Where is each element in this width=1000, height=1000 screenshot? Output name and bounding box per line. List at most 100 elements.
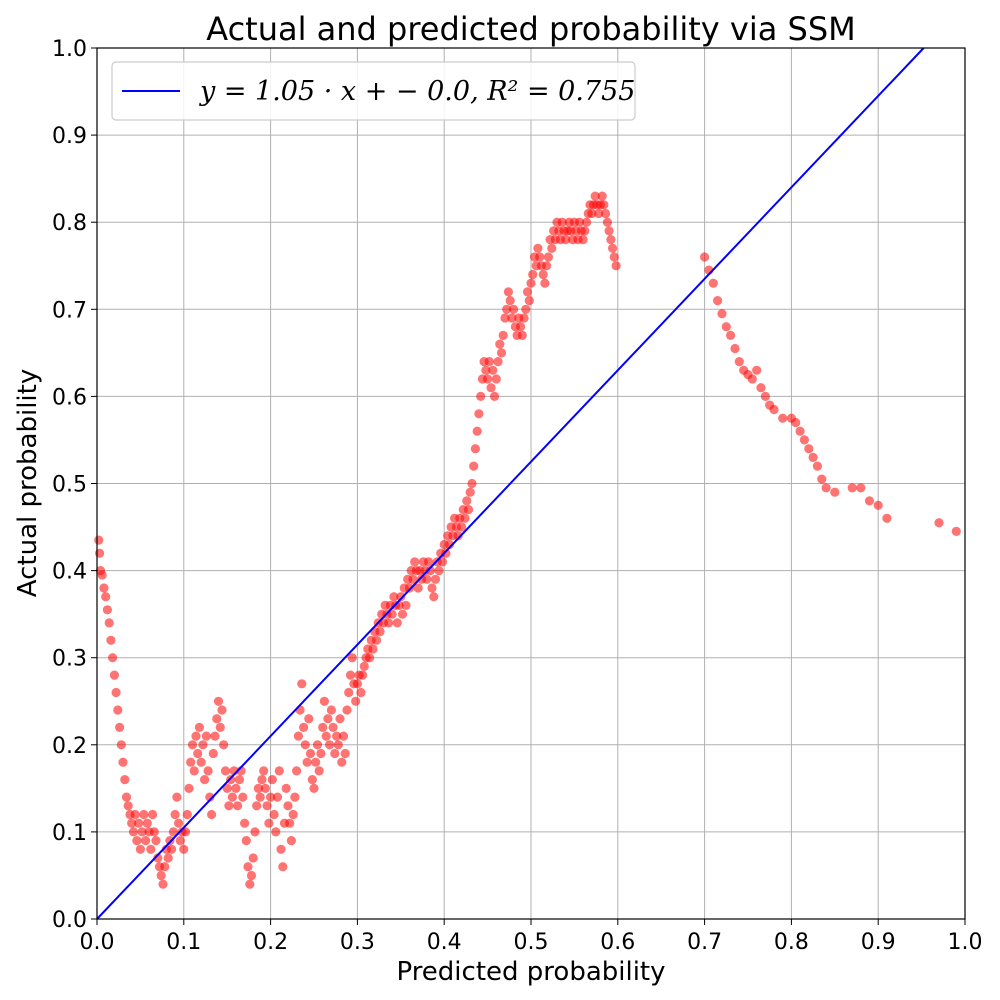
data-point <box>606 235 616 245</box>
data-point <box>356 687 366 698</box>
data-point <box>401 600 411 611</box>
data-point <box>496 348 507 358</box>
data-point <box>476 391 486 401</box>
data-point <box>338 731 349 741</box>
x-tick-label: 0.0 <box>80 930 115 955</box>
data-point <box>730 343 740 354</box>
legend-label: y = 1.05 · x + − 0.0, R² = 0.755 <box>199 76 635 107</box>
data-point <box>111 687 121 698</box>
data-point <box>325 740 335 750</box>
x-tick-label: 0.4 <box>427 930 462 955</box>
data-point <box>422 574 432 584</box>
y-tick-label: 0.8 <box>52 211 87 236</box>
data-point <box>472 426 482 436</box>
data-point <box>227 792 237 802</box>
data-point <box>121 792 132 802</box>
data-point <box>276 844 286 854</box>
data-point <box>311 757 321 767</box>
data-point <box>580 226 590 236</box>
data-point <box>293 731 303 741</box>
y-ticks: 0.0 0.1 0.2 0.3 0.4 0.5 0.6 0.7 0.8 0.9 1.0 <box>52 37 97 933</box>
data-point <box>335 714 345 724</box>
data-point <box>295 705 305 715</box>
data-point <box>505 296 515 306</box>
data-point <box>255 792 265 802</box>
data-point <box>519 313 529 323</box>
data-point <box>292 766 302 776</box>
data-point <box>262 801 272 811</box>
data-point <box>375 627 385 637</box>
data-point <box>234 775 244 785</box>
data-point <box>149 827 159 837</box>
data-point <box>163 853 173 863</box>
data-point <box>795 426 805 436</box>
data-point <box>132 836 142 846</box>
data-point <box>821 483 831 493</box>
data-point <box>444 539 454 550</box>
x-tick-label: 1.0 <box>948 930 983 955</box>
data-point <box>396 592 406 602</box>
data-point <box>220 766 231 776</box>
data-point <box>175 836 185 846</box>
data-point <box>524 296 534 306</box>
data-point <box>347 653 357 663</box>
data-point <box>139 809 149 820</box>
data-point <box>142 818 152 828</box>
data-point <box>158 879 168 889</box>
data-point <box>141 836 151 846</box>
data-point <box>299 722 309 733</box>
y-tick-label: 0.2 <box>52 734 87 759</box>
x-tick-label: 0.9 <box>861 930 896 955</box>
data-point <box>193 748 203 759</box>
data-point <box>240 818 250 828</box>
data-point <box>153 853 163 863</box>
data-point <box>578 235 588 245</box>
data-point <box>413 583 423 593</box>
data-point <box>808 452 818 462</box>
data-point <box>368 644 378 654</box>
data-point <box>326 705 336 715</box>
x-tick-label: 0.2 <box>253 930 288 955</box>
data-point <box>321 731 331 741</box>
data-point <box>245 879 255 889</box>
data-point <box>210 731 220 741</box>
data-point <box>253 783 263 794</box>
y-axis-title: Actual probability <box>13 369 43 597</box>
data-point <box>457 522 467 532</box>
data-point <box>538 269 548 280</box>
data-point <box>297 679 307 689</box>
data-point <box>148 809 158 820</box>
data-point <box>304 714 314 724</box>
data-point <box>309 783 319 794</box>
data-point <box>332 731 342 741</box>
data-point <box>328 722 338 733</box>
data-point <box>312 740 323 750</box>
data-point <box>342 705 352 715</box>
data-point <box>708 278 718 288</box>
data-point <box>465 487 475 497</box>
data-point <box>358 670 368 680</box>
data-point <box>318 722 328 733</box>
y-tick-label: 0.9 <box>52 124 87 149</box>
data-point <box>873 500 883 510</box>
data-point <box>474 409 484 419</box>
data-point <box>359 661 369 672</box>
data-point <box>453 531 463 541</box>
data-point <box>535 252 545 262</box>
data-point <box>174 818 184 828</box>
data-point <box>182 809 192 820</box>
data-point <box>134 818 144 828</box>
data-point <box>113 705 123 715</box>
data-point <box>260 783 270 794</box>
data-point <box>305 748 316 759</box>
data-point <box>319 696 329 706</box>
data-point <box>778 413 788 423</box>
data-point <box>540 278 550 288</box>
data-point <box>290 792 300 802</box>
x-tick-label: 0.1 <box>166 930 201 955</box>
data-point <box>543 252 554 262</box>
data-point <box>340 748 350 759</box>
data-point <box>170 809 180 820</box>
data-point <box>95 548 105 558</box>
